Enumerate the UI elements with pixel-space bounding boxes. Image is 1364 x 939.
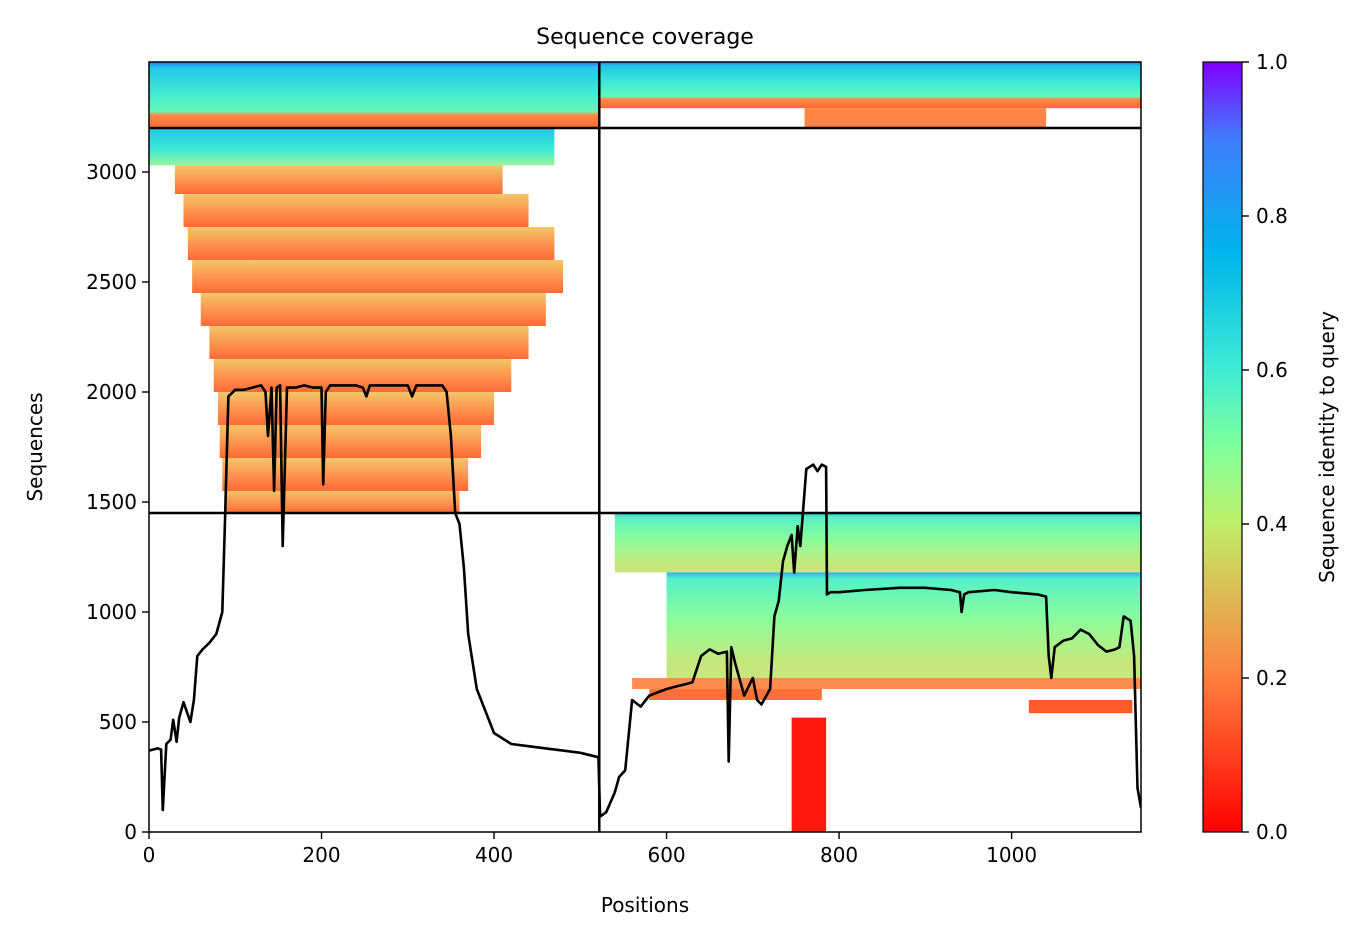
heat-block-top-right-low <box>804 108 1047 128</box>
colorbar-tick-label: 1.0 <box>1256 50 1288 74</box>
heat-block-top-left <box>149 62 600 128</box>
y-tick-label: 2000 <box>86 380 137 404</box>
y-tick-label: 500 <box>99 710 137 734</box>
colorbar-label: Sequence identity to query <box>1315 311 1339 583</box>
coverage-heatmap <box>149 62 1141 832</box>
heat-block-mid-left-band <box>219 425 482 458</box>
y-tick-label: 1500 <box>86 490 137 514</box>
x-axis-label: Positions <box>601 893 689 917</box>
heat-block-mid-left-band <box>224 491 460 513</box>
y-tick-label: 2500 <box>86 270 137 294</box>
x-tick-label: 1000 <box>986 843 1037 867</box>
x-tick-label: 400 <box>475 843 513 867</box>
chart-title: Sequence coverage <box>536 25 754 50</box>
x-tick-label: 600 <box>647 843 685 867</box>
heat-block-top-right <box>599 62 1141 109</box>
colorbar-tick-label: 0.4 <box>1256 512 1288 536</box>
heat-block-mid-left-band <box>192 260 564 293</box>
x-tick-label: 0 <box>143 843 156 867</box>
heat-block-mid-left-band <box>209 326 529 359</box>
colorbar-tick-label: 0.2 <box>1256 666 1288 690</box>
colorbar-tick-label: 0.0 <box>1256 820 1288 844</box>
heat-block-mid-left-band <box>187 227 555 260</box>
y-tick-label: 3000 <box>86 160 137 184</box>
heat-block-bottom-right-top <box>614 513 1141 573</box>
coverage-line <box>149 384 1141 818</box>
y-axis-ticks: 0 500 1000 1500 2000 2500 3000 <box>86 160 149 844</box>
colorbar-tick-label: 0.8 <box>1256 204 1288 228</box>
heat-block-bottom-right-orange-low <box>649 689 822 700</box>
y-tick-label: 0 <box>124 820 137 844</box>
x-tick-label: 200 <box>302 843 340 867</box>
colorbar-ticks: 0.0 0.2 0.4 0.6 0.8 1.0 <box>1242 50 1288 844</box>
heat-block-mid-left-band <box>222 458 469 491</box>
colorbar-tick-label: 0.6 <box>1256 358 1288 382</box>
y-axis-label: Sequences <box>23 392 47 501</box>
heat-block-mid-left-band <box>218 392 495 425</box>
heat-block-mid-left-top <box>149 128 555 166</box>
x-axis-ticks: 0 200 400 600 800 1000 <box>143 832 1037 867</box>
colorbar <box>1202 61 1243 833</box>
x-tick-label: 800 <box>820 843 858 867</box>
heat-block-mid-left-band <box>174 165 503 194</box>
heat-block-mid-left-band <box>200 293 546 326</box>
heat-block-bottom-right-red-strip <box>1028 700 1133 714</box>
heat-block-mid-left-band <box>183 194 529 227</box>
plot-frame <box>148 61 1142 833</box>
y-tick-label: 1000 <box>86 600 137 624</box>
heat-block-bottom-right-orange <box>632 678 1141 689</box>
section-dividers <box>149 62 1141 832</box>
heat-block-bottom-right-mid <box>666 572 1141 678</box>
heat-block-bottom-red <box>791 717 827 832</box>
